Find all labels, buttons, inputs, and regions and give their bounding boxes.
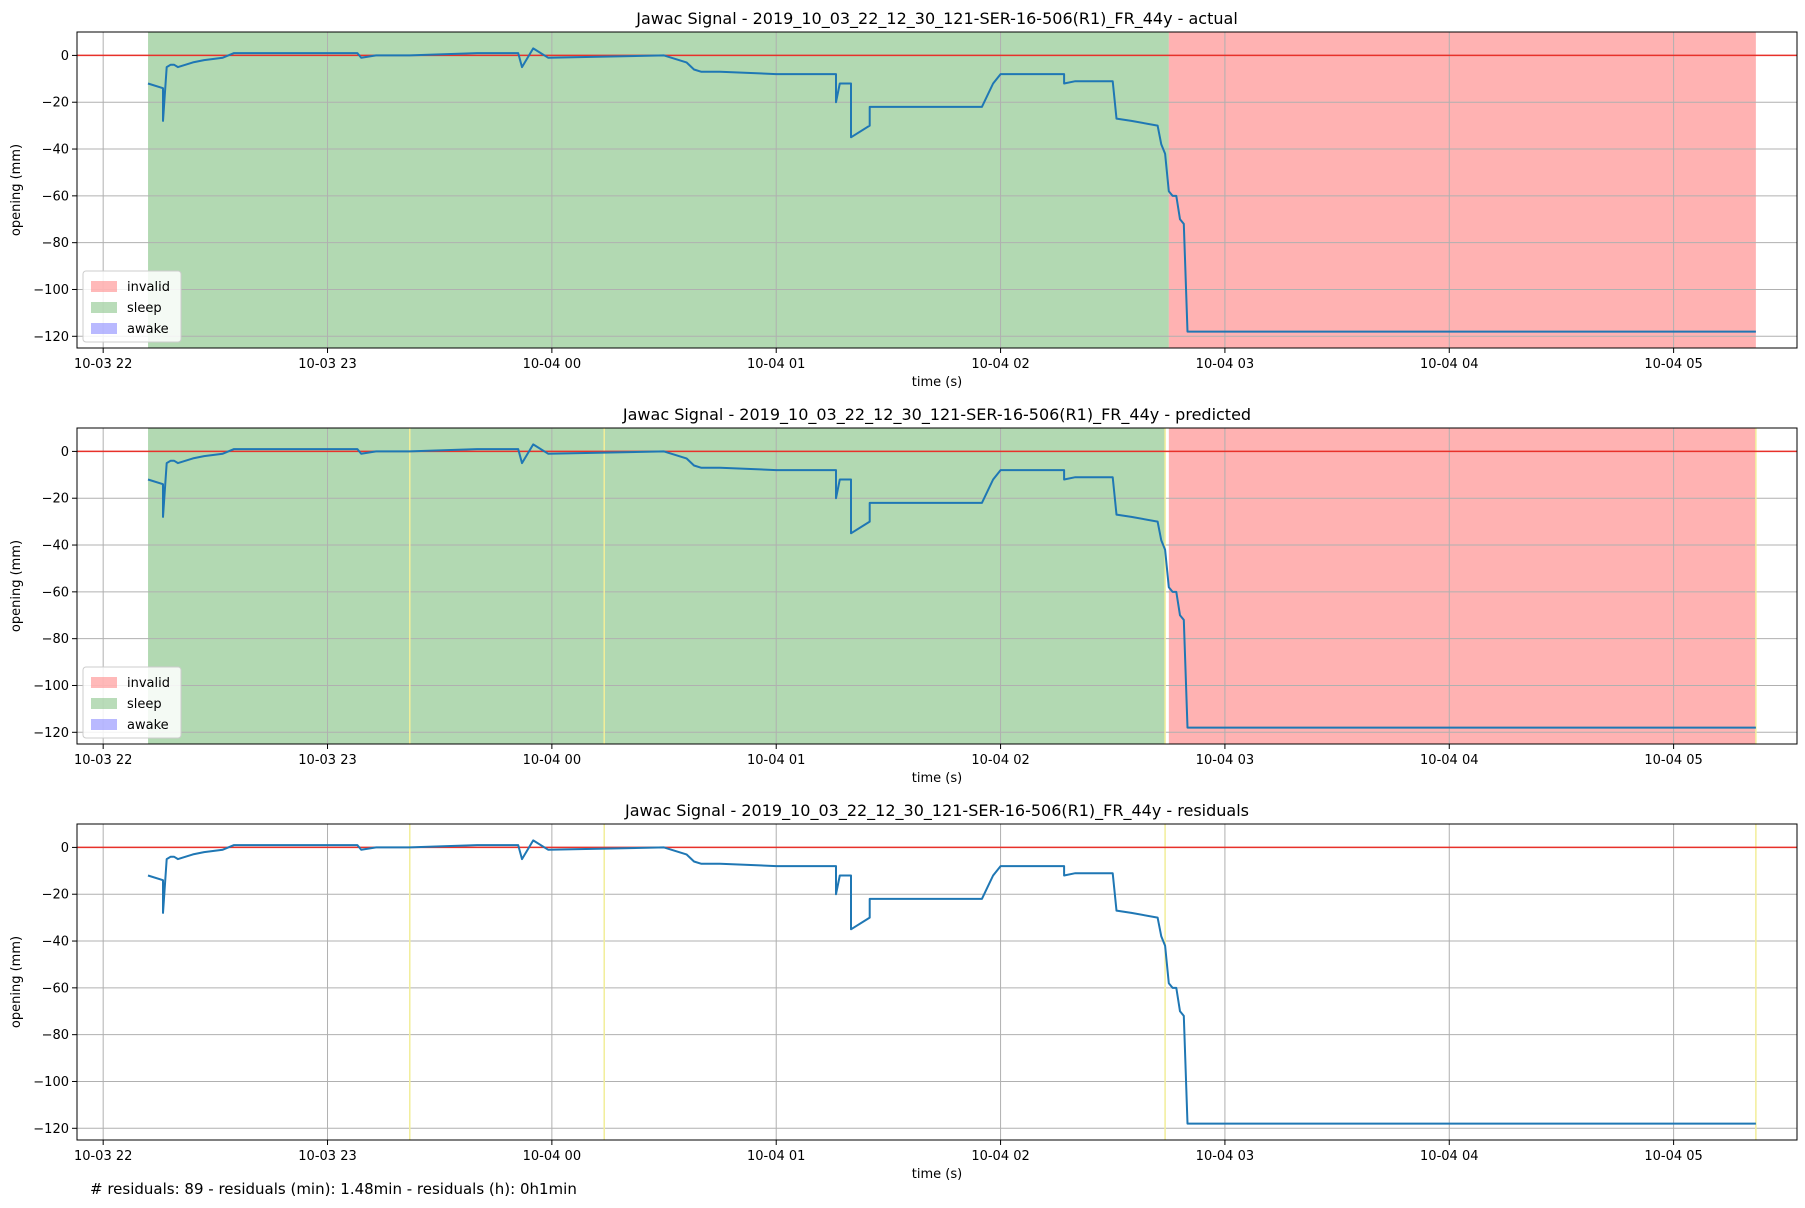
legend-label-sleep: sleep [127,301,162,316]
chart-title: Jawac Signal - 2019_10_03_22_12_30_121-S… [624,801,1249,821]
x-tick-label: 10-04 04 [1420,753,1478,768]
signal-line [147,47,1756,333]
y-axis-label: opening (mm) [9,936,24,1028]
y-tick-label: −40 [42,539,69,554]
y-tick-label: −120 [33,1122,69,1137]
y-tick-label: −100 [33,283,69,298]
legend-label-awake: awake [127,322,169,337]
plot-frame [76,31,1798,349]
x-tick-label: 10-04 01 [747,357,805,372]
x-tick-label: 10-04 04 [1420,1149,1478,1164]
plot-frame [76,823,1798,1141]
x-tick-label: 10-04 03 [1196,1149,1254,1164]
x-tick-label: 10-03 22 [74,753,132,768]
legend-swatch-invalid [91,677,117,688]
chart-panel-3: 10-03 22 10-03 23 10-04 00 10-04 01 10-04 02… [9,801,1798,1182]
x-tick-label: 10-04 00 [523,753,581,768]
region-sleep [148,32,1169,348]
y-tick-label: −80 [42,632,69,647]
legend: invalid sleep awake [82,270,182,343]
x-axis-label: time (s) [912,1167,962,1182]
region-invalid [1168,428,1756,744]
y-axis-label: opening (mm) [9,540,24,632]
x-axis-label: time (s) [912,771,962,786]
x-tick-label: 10-04 01 [747,1149,805,1164]
x-tick-label: 10-04 04 [1420,357,1478,372]
x-tick-label: 10-04 05 [1644,357,1702,372]
x-tick-label: 10-04 00 [523,1149,581,1164]
y-tick-label: −80 [42,236,69,251]
x-tick-label: 10-04 05 [1644,1149,1702,1164]
legend-swatch-awake [91,323,117,334]
legend-label-awake: awake [127,718,169,733]
x-tick-label: 10-04 05 [1644,753,1702,768]
x-tick-label: 10-04 03 [1196,357,1254,372]
y-tick-label: −20 [42,492,69,507]
legend-label-sleep: sleep [127,697,162,712]
signal-line [147,839,1756,1125]
y-tick-label: −120 [33,330,69,345]
x-tick-label: 10-04 02 [971,1149,1029,1164]
x-tick-label: 10-04 00 [523,357,581,372]
legend: invalid sleep awake [82,666,182,739]
x-tick-label: 10-03 23 [298,1149,356,1164]
legend-label-invalid: invalid [127,676,170,691]
signal-line [147,443,1756,729]
y-axis-label: opening (mm) [9,144,24,236]
x-tick-label: 10-03 22 [74,357,132,372]
y-tick-label: −20 [42,96,69,111]
chart-panel-1: 10-03 22 10-03 23 10-04 00 10-04 01 10-04 02… [9,9,1798,390]
x-tick-label: 10-04 02 [971,357,1029,372]
x-tick-label: 10-03 22 [74,1149,132,1164]
x-tick-label: 10-04 03 [1196,753,1254,768]
x-tick-label: 10-03 23 [298,357,356,372]
region-invalid [1168,32,1756,348]
legend-swatch-sleep [91,698,117,709]
legend-swatch-invalid [91,281,117,292]
y-tick-label: −100 [33,679,69,694]
y-tick-label: −60 [42,189,69,204]
x-tick-label: 10-03 23 [298,753,356,768]
legend-swatch-sleep [91,302,117,313]
chart-panel-2: 10-03 22 10-03 23 10-04 00 10-04 01 10-04 02… [9,405,1798,786]
legend-label-invalid: invalid [127,280,170,295]
residuals-summary: # residuals: 89 - residuals (min): 1.48m… [90,1180,577,1198]
y-tick-label: −20 [42,888,69,903]
y-tick-label: −100 [33,1075,69,1090]
plot-frame [76,427,1798,745]
y-tick-label: −80 [42,1028,69,1043]
x-tick-label: 10-04 01 [747,753,805,768]
legend-swatch-awake [91,719,117,730]
y-tick-label: −40 [42,143,69,158]
x-axis-label: time (s) [912,375,962,390]
y-tick-label: 0 [61,841,69,856]
y-tick-label: 0 [61,445,69,460]
y-tick-label: −60 [42,981,69,996]
chart-title: Jawac Signal - 2019_10_03_22_12_30_121-S… [622,405,1251,425]
y-tick-label: −120 [33,726,69,741]
x-tick-label: 10-04 02 [971,753,1029,768]
y-tick-label: −40 [42,935,69,950]
chart-title: Jawac Signal - 2019_10_03_22_12_30_121-S… [635,9,1238,29]
y-tick-label: 0 [61,49,69,64]
y-tick-label: −60 [42,585,69,600]
region-sleep [148,428,1166,744]
